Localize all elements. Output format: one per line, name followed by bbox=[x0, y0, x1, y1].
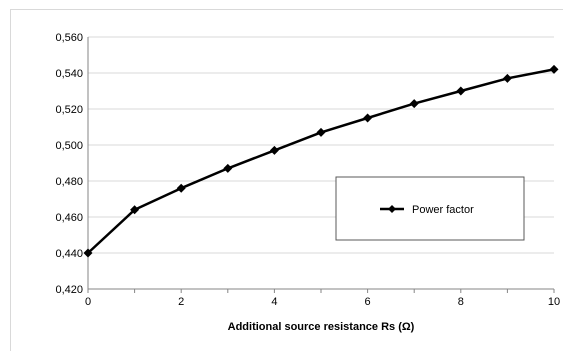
x-axis-title: Additional source resistance Rs (Ω) bbox=[228, 321, 415, 333]
y-tick-label: 0,440 bbox=[55, 248, 83, 260]
x-tick-label: 0 bbox=[85, 296, 91, 308]
data-point-marker bbox=[549, 64, 559, 74]
x-tick-label: 8 bbox=[458, 296, 464, 308]
x-tick-label: 4 bbox=[271, 296, 277, 308]
data-point-marker bbox=[409, 99, 419, 109]
data-point-marker bbox=[130, 205, 140, 215]
x-tick-label: 10 bbox=[548, 296, 560, 308]
y-tick-label: 0,500 bbox=[55, 140, 83, 152]
legend: Power factor bbox=[335, 176, 525, 241]
y-tick-label: 0,560 bbox=[55, 32, 83, 44]
y-tick-label: 0,540 bbox=[55, 68, 83, 80]
data-point-marker bbox=[456, 86, 466, 96]
x-tick-label: 6 bbox=[365, 296, 371, 308]
data-point-marker bbox=[316, 127, 326, 137]
y-tick-label: 0,520 bbox=[55, 104, 83, 116]
x-tick-label: 2 bbox=[178, 296, 184, 308]
data-point-marker bbox=[502, 73, 512, 83]
legend-label-power-factor: Power factor bbox=[412, 204, 474, 216]
chart-area bbox=[10, 9, 563, 351]
data-point-marker bbox=[269, 145, 279, 155]
legend-marker bbox=[388, 205, 396, 213]
data-point-marker bbox=[83, 248, 93, 258]
data-point-marker bbox=[223, 163, 233, 173]
y-tick-label: 0,460 bbox=[55, 212, 83, 224]
y-tick-label: 0,480 bbox=[55, 176, 83, 188]
y-tick-label: 0,420 bbox=[55, 284, 83, 296]
data-point-marker bbox=[363, 113, 373, 123]
legend-box bbox=[335, 176, 525, 241]
data-point-marker bbox=[176, 183, 186, 193]
